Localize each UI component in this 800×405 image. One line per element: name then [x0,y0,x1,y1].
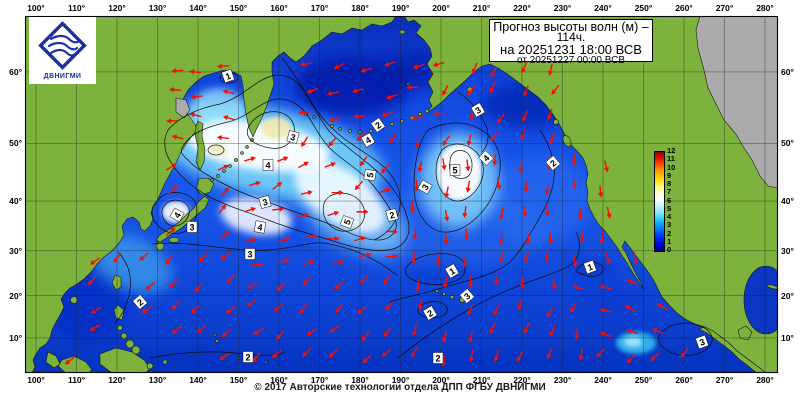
lon-label-top: 150° [223,3,255,13]
lon-label-top: 230° [547,3,579,13]
forecast-title-box: Прогноз высоты волн (м) – 114ч. на 20251… [489,19,653,62]
svg-text:2: 2 [435,353,440,363]
lon-label-top: 140° [182,3,214,13]
lon-label-top: 100° [20,3,52,13]
lon-label-top: 190° [385,3,417,13]
lat-label-left: 40° [0,196,22,206]
lon-label-top: 130° [142,3,174,13]
lat-label-left: 50° [0,138,22,148]
svg-text:2: 2 [245,352,250,362]
contour-label: 4 [263,160,273,171]
lon-label-top: 240° [587,3,619,13]
lon-label-top: 120° [101,3,133,13]
contour-label: 2 [433,353,443,364]
lat-label-right: 10° [781,333,800,343]
title-issue-time: от 20251227 00:00 ВСВ [490,56,652,66]
lon-label-top: 280° [749,3,781,13]
copyright-line: © 2017 Авторские технологии отдела ДПП Ф… [0,382,800,393]
colorbar-tick-label: 0 [667,246,683,254]
lon-label-top: 200° [425,3,457,13]
lat-label-left: 20° [0,291,22,301]
contour-label: 5 [364,169,377,181]
lat-label-right: 50° [781,138,800,148]
contour-label: 2 [243,352,253,363]
logo-text: ДВНИГМИ [29,73,96,80]
lon-label-top: 220° [506,3,538,13]
svg-text:5: 5 [452,165,457,175]
lon-label-top: 260° [668,3,700,13]
contour-label: 3 [187,222,197,233]
lat-label-left: 30° [0,246,22,256]
contour-label: 3 [245,249,255,260]
dvnigmi-logo: ДВНИГМИ [29,17,96,84]
lat-label-left: 60° [0,67,22,77]
lat-label-left: 10° [0,333,22,343]
svg-text:4: 4 [265,160,270,170]
svg-text:3: 3 [247,249,252,259]
svg-text:3: 3 [189,222,194,232]
haida-gwaii [553,119,558,124]
lon-label-top: 270° [709,3,741,13]
shikoku [169,237,179,242]
lat-label-right: 60° [781,67,800,77]
colorbar-gradient [654,151,665,252]
lon-label-top: 250° [628,3,660,13]
lat-label-right: 30° [781,246,800,256]
title-valid-time: на 20251231 18:00 ВСВ [490,43,652,56]
st-lawrence-island [399,30,405,34]
lon-label-top: 210° [466,3,498,13]
contour-label: 4 [254,221,266,234]
lon-label-top: 160° [263,3,295,13]
lon-label-top: 180° [344,3,376,13]
lon-label-top: 110° [61,3,93,13]
lon-label-top: 170° [304,3,336,13]
lat-label-right: 40° [781,196,800,206]
contour-label: 5 [450,165,460,176]
lat-label-right: 20° [781,291,800,301]
